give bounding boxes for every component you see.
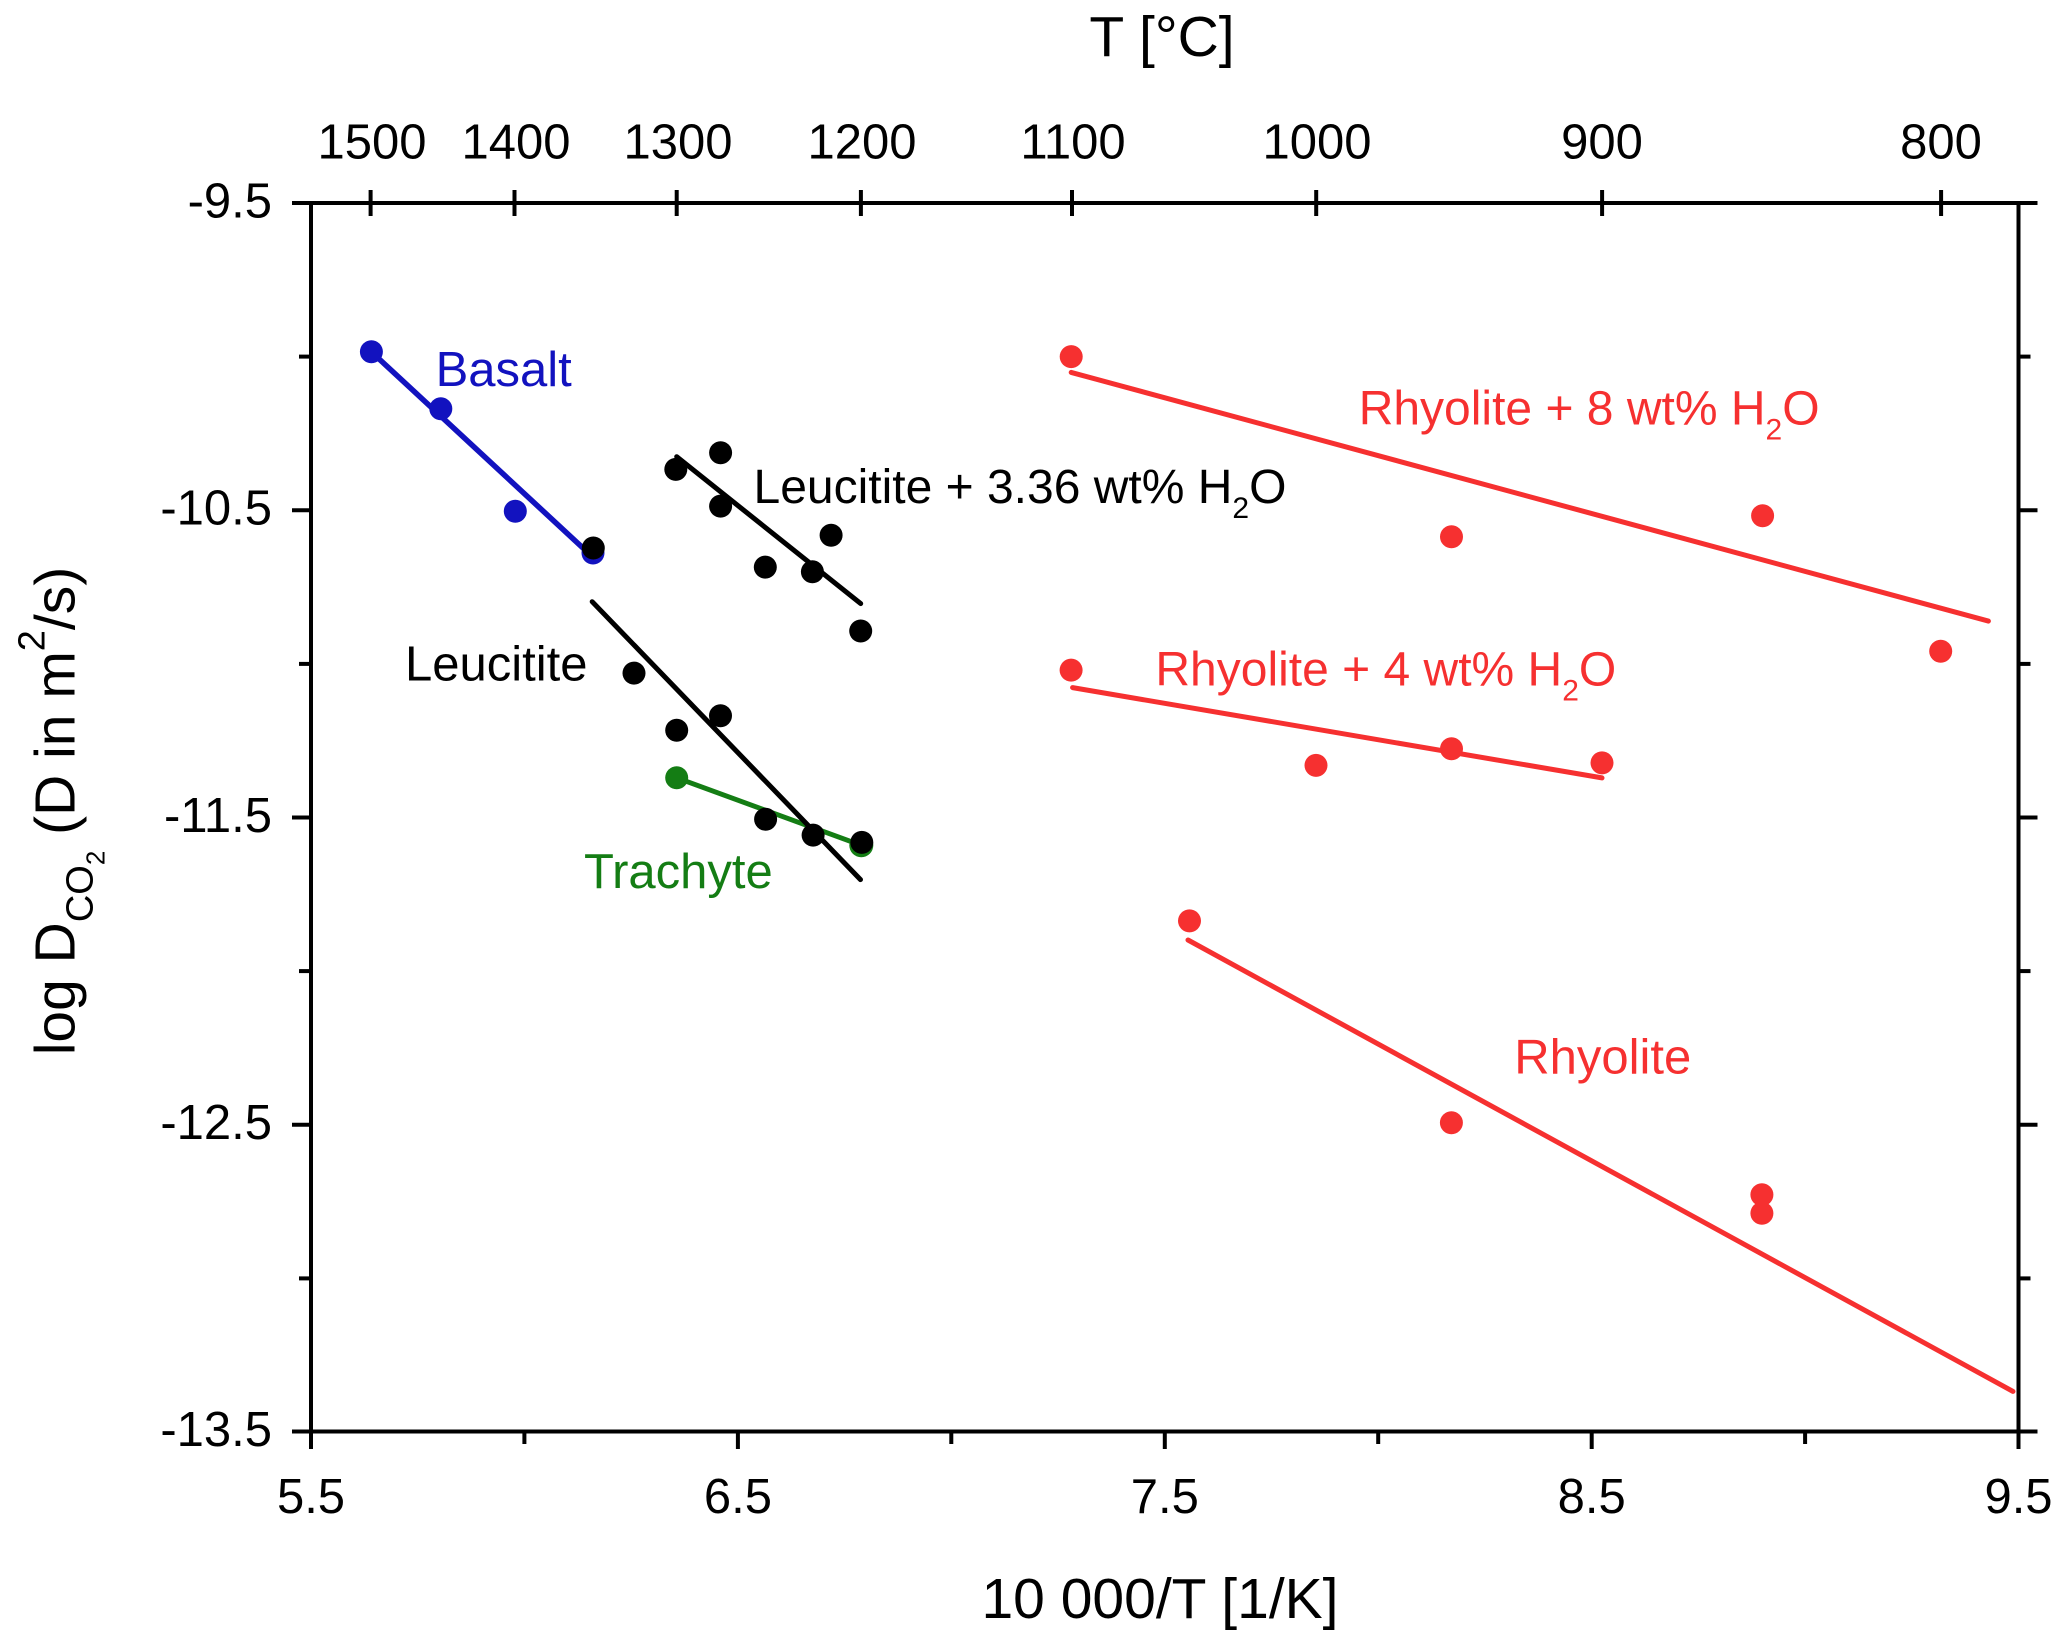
svg-text:800: 800 — [1900, 116, 1982, 170]
svg-text:-11.5: -11.5 — [164, 789, 272, 843]
svg-text:7.5: 7.5 — [1131, 1470, 1199, 1524]
svg-text:Trachyte: Trachyte — [584, 845, 773, 899]
svg-text:-10.5: -10.5 — [160, 482, 272, 536]
svg-text:-9.5: -9.5 — [188, 175, 272, 229]
svg-text:1500: 1500 — [317, 116, 426, 170]
svg-text:6.5: 6.5 — [704, 1470, 772, 1524]
svg-text:-13.5: -13.5 — [160, 1403, 272, 1457]
svg-text:1200: 1200 — [807, 116, 916, 170]
svg-text:Rhyolite: Rhyolite — [1514, 1031, 1691, 1085]
svg-text:Basalt: Basalt — [436, 343, 573, 397]
svg-text:-12.5: -12.5 — [160, 1096, 272, 1150]
svg-text:8.5: 8.5 — [1558, 1470, 1626, 1524]
svg-text:1300: 1300 — [623, 116, 732, 170]
svg-text:1400: 1400 — [461, 116, 570, 170]
svg-text:Leucitite: Leucitite — [405, 638, 588, 692]
svg-text:1100: 1100 — [1020, 116, 1125, 170]
svg-text:1000: 1000 — [1262, 116, 1371, 170]
svg-text:10 000/T [1/K]: 10 000/T [1/K] — [981, 1567, 1338, 1631]
svg-text:900: 900 — [1561, 116, 1643, 170]
svg-text:T [°C]: T [°C] — [1089, 5, 1234, 69]
svg-text:5.5: 5.5 — [277, 1470, 345, 1524]
svg-text:9.5: 9.5 — [1984, 1470, 2052, 1524]
